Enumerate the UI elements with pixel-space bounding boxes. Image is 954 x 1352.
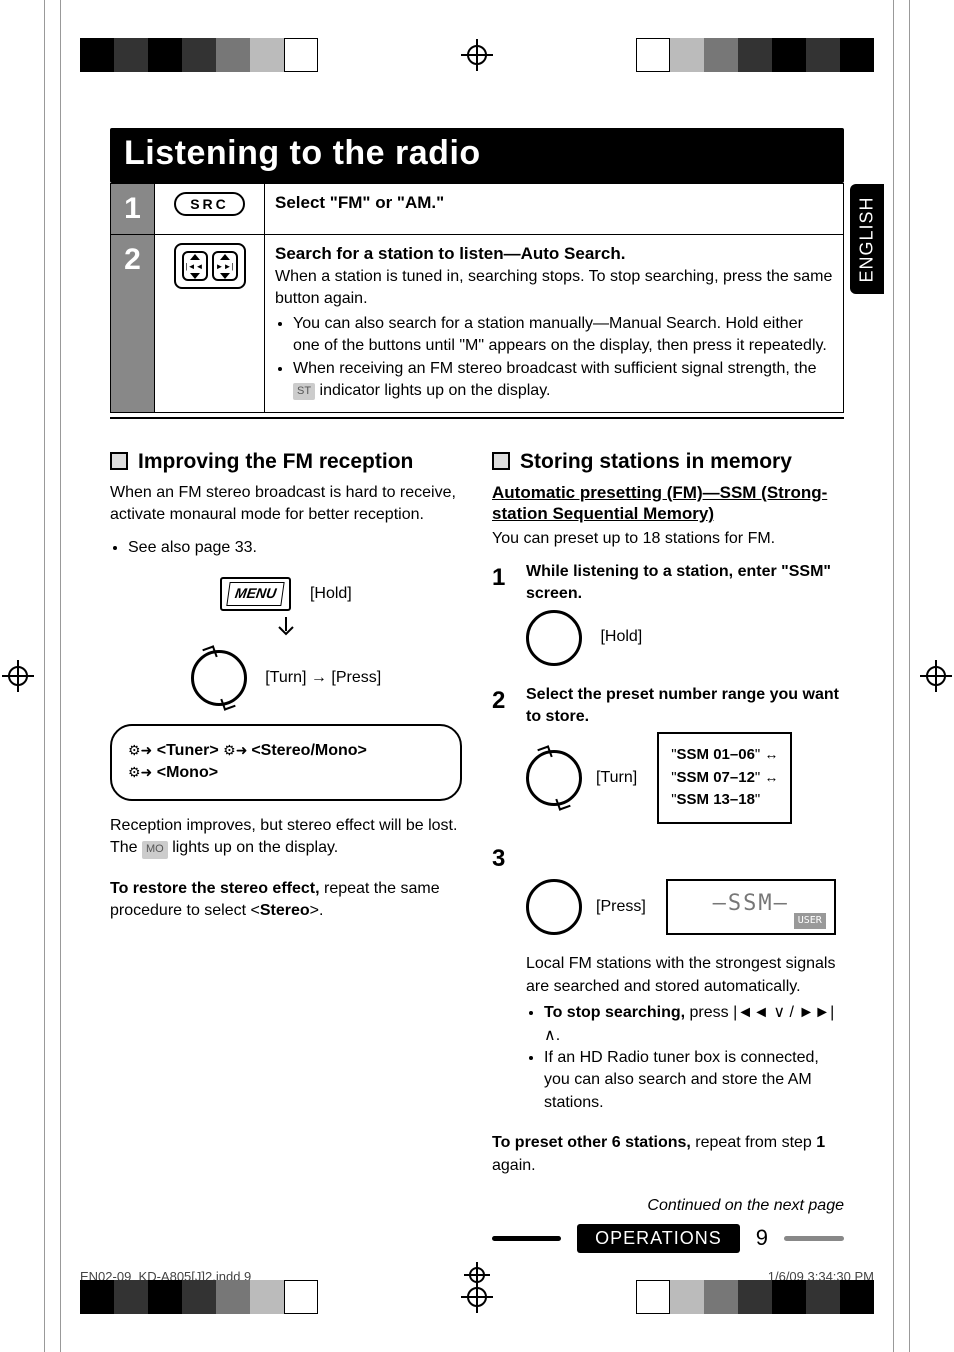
crop-line	[893, 0, 894, 1352]
reception-note: Reception improves, but stereo effect wi…	[110, 815, 462, 860]
ssm-result: Local FM stations with the strongest sig…	[492, 953, 844, 998]
turn-label: [Turn]	[596, 767, 637, 789]
stop-searching-note: To stop searching, press |◄◄ ∨ / ►►| ∧.	[544, 1002, 844, 1047]
knob-turn-icon	[191, 650, 247, 706]
see-also: See also page 33.	[128, 537, 462, 559]
substep-number: 2	[492, 684, 512, 729]
knob-icon	[526, 610, 582, 666]
operations-bar: OPERATIONS 9	[492, 1223, 844, 1254]
registration-mark-icon	[465, 43, 489, 67]
mo-indicator-badge: MO	[142, 841, 168, 858]
section-bullet-icon	[492, 452, 510, 470]
section-heading-store: Storing stations in memory	[520, 447, 792, 476]
hd-radio-note: If an HD Radio tuner box is connected, y…	[544, 1047, 844, 1114]
step-number: 2	[111, 235, 155, 413]
substep-number: 1	[492, 561, 512, 606]
turn-press-label: [Turn] → [Press]	[265, 667, 381, 689]
lcd-display: –SSM– USER	[666, 879, 836, 935]
registration-row-top	[0, 38, 954, 72]
crop-line	[909, 0, 910, 1352]
menu-flow-box: ⚙➜ <Tuner> ⚙➜ <Stereo/Mono> ⚙➜ <Mono>	[110, 724, 462, 801]
step2-icon-cell: |◄◄ ►►|	[155, 235, 265, 413]
substep1-text: While listening to a station, enter "SSM…	[526, 561, 844, 606]
language-tab-label: ENGLISH	[857, 196, 878, 282]
crop-line	[44, 0, 45, 1352]
substep-number: 3	[492, 842, 512, 876]
divider	[110, 417, 844, 419]
section-heading-fm: Improving the FM reception	[138, 447, 413, 476]
step2-body: When a station is tuned in, searching st…	[275, 266, 833, 309]
registration-mark-right	[924, 664, 948, 688]
menu-button-icon: MENU	[220, 577, 291, 611]
step2-bullet1: You can also search for a station manual…	[293, 313, 833, 356]
crop-line	[60, 0, 61, 1352]
restore-note: To restore the stereo effect, repeat the…	[110, 878, 462, 923]
page-title: Listening to the radio	[110, 128, 844, 183]
left-column: Improving the FM reception When an FM st…	[110, 447, 462, 1255]
right-column: Storing stations in memory Automatic pre…	[492, 447, 844, 1255]
steps-table: 1 SRC Select "FM" or "AM." 2 |◄◄ ►►| Sea…	[110, 183, 844, 413]
registration-mark-left	[6, 664, 30, 688]
knob-turn-icon	[526, 750, 582, 806]
st-indicator-badge: ST	[293, 383, 315, 400]
step2-heading: Search for a station to listen—Auto Sear…	[275, 243, 833, 266]
down-arrow-icon	[271, 617, 301, 637]
knob-icon	[526, 879, 582, 935]
hold-label: [Hold]	[600, 626, 642, 648]
hold-label: [Hold]	[310, 583, 352, 605]
page: ENGLISH Listening to the radio 1 SRC Sel…	[0, 0, 954, 1352]
registration-row-bottom	[0, 1280, 954, 1314]
ssm-range-box: "SSM 01–06" ↔ "SSM 07–12" ↔ "SSM 13–18"	[657, 732, 792, 824]
step2-bullet2: When receiving an FM stereo broadcast wi…	[293, 358, 833, 401]
registration-mark-icon	[465, 1285, 489, 1309]
content-area: ENGLISH Listening to the radio 1 SRC Sel…	[110, 128, 844, 1232]
operations-chip: OPERATIONS	[577, 1224, 740, 1253]
section-bullet-icon	[110, 452, 128, 470]
language-tab: ENGLISH	[850, 184, 884, 294]
continued-note: Continued on the next page	[492, 1195, 844, 1217]
ssm-intro: You can preset up to 18 stations for FM.	[492, 528, 844, 550]
step1-icon-cell: SRC	[155, 184, 265, 235]
page-number: 9	[756, 1223, 768, 1254]
fm-intro: When an FM stereo broadcast is hard to r…	[110, 482, 462, 527]
step1-heading: Select "FM" or "AM."	[275, 193, 444, 212]
press-label: [Press]	[596, 896, 646, 918]
lcd-user-badge: USER	[794, 913, 826, 929]
step-number: 1	[111, 184, 155, 235]
src-button-icon: SRC	[174, 192, 245, 216]
arrow-buttons-icon: |◄◄ ►►|	[174, 243, 246, 289]
preset-other-note: To preset other 6 stations, repeat from …	[492, 1132, 844, 1177]
substep2-text: Select the preset number range you want …	[526, 684, 844, 729]
ssm-subheading: Automatic presetting (FM)—SSM (Strong-st…	[492, 482, 844, 525]
